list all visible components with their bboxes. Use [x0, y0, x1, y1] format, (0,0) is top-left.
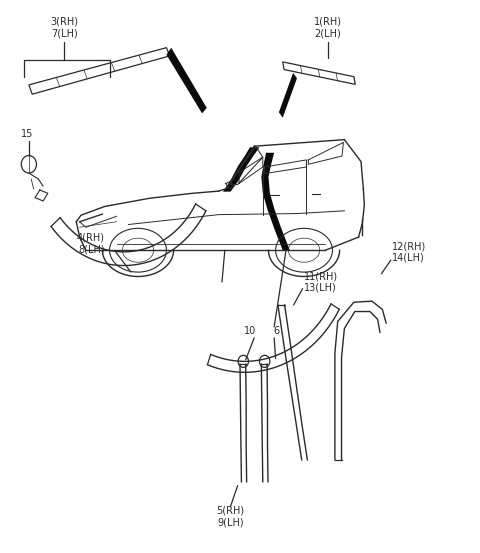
Text: 10: 10: [244, 326, 257, 336]
Text: 15: 15: [21, 129, 33, 139]
Polygon shape: [167, 48, 207, 113]
Polygon shape: [279, 73, 297, 118]
Text: 1(RH)
2(LH): 1(RH) 2(LH): [314, 17, 342, 38]
Text: 12(RH)
14(LH): 12(RH) 14(LH): [392, 241, 426, 263]
Text: 11(RH)
13(LH): 11(RH) 13(LH): [304, 271, 338, 293]
Text: 4(RH)
8(LH): 4(RH) 8(LH): [77, 233, 105, 254]
Polygon shape: [261, 153, 290, 250]
Text: 6: 6: [273, 326, 279, 336]
Polygon shape: [223, 147, 260, 192]
Text: 5(RH)
9(LH): 5(RH) 9(LH): [216, 505, 245, 527]
Text: 3(RH)
7(LH): 3(RH) 7(LH): [50, 17, 78, 38]
